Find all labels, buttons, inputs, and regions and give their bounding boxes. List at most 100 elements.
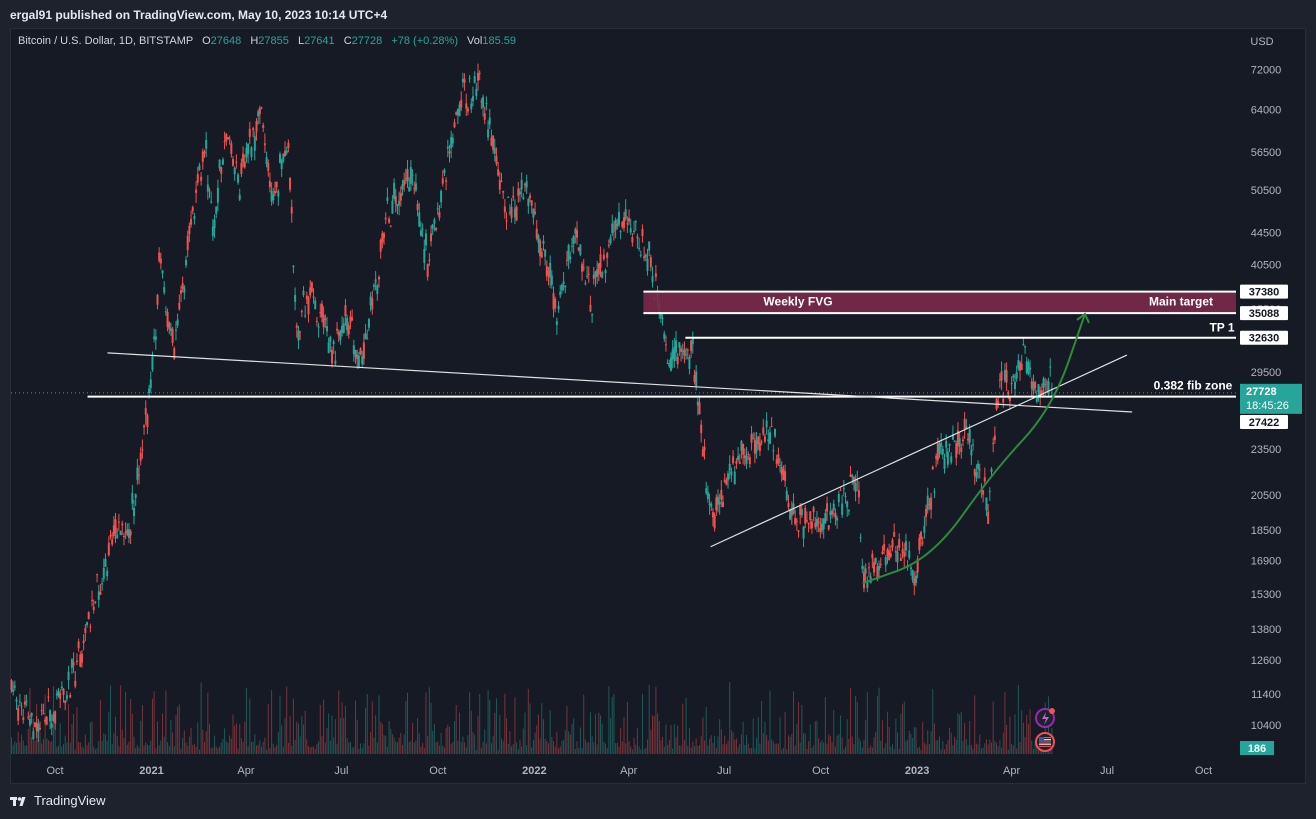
volume-bar bbox=[361, 747, 363, 754]
candle-body bbox=[876, 566, 879, 580]
candle-body bbox=[797, 530, 800, 532]
volume-bar bbox=[202, 729, 204, 754]
candle-body bbox=[289, 178, 292, 190]
volume-bar bbox=[355, 700, 357, 754]
level-badge-32630[interactable]: 32630 bbox=[1240, 330, 1288, 345]
candle-body bbox=[956, 430, 959, 447]
candle-body bbox=[691, 338, 694, 345]
candle-body bbox=[579, 244, 582, 255]
volume-bar bbox=[638, 746, 640, 754]
volume-bar bbox=[962, 740, 964, 754]
volume-bar bbox=[571, 723, 573, 754]
currency-label: USD bbox=[1250, 36, 1273, 48]
volume-bar bbox=[947, 740, 949, 754]
candle-body bbox=[23, 701, 26, 705]
volume-bar bbox=[821, 740, 823, 754]
candle-body bbox=[708, 503, 711, 505]
candle-body bbox=[970, 449, 973, 456]
bullish-curve[interactable] bbox=[862, 313, 1086, 585]
candle-body bbox=[255, 120, 258, 132]
x-axis[interactable]: Oct 2021 Apr Jul Oct 2022 Apr Jul Oct 2023 Apr Jul O… bbox=[46, 765, 1212, 777]
volume-bar bbox=[974, 695, 976, 754]
volume-bar bbox=[782, 748, 784, 754]
candle-body bbox=[146, 415, 149, 428]
candle-body bbox=[748, 457, 751, 465]
volume-bar bbox=[115, 716, 117, 754]
long-trendline[interactable] bbox=[107, 352, 1133, 413]
volume-bar bbox=[710, 735, 712, 754]
candle-body bbox=[525, 181, 528, 188]
candle-body bbox=[614, 219, 617, 231]
candle-body bbox=[646, 258, 649, 272]
volume-bar bbox=[1009, 716, 1011, 754]
candle-body bbox=[760, 441, 763, 443]
volume-bar bbox=[695, 738, 697, 754]
candle-body bbox=[354, 349, 357, 357]
volume-bar bbox=[628, 741, 630, 754]
candle-body bbox=[1047, 381, 1050, 395]
level-badge-37380[interactable]: 37380 bbox=[1240, 284, 1288, 299]
volume-bar bbox=[57, 745, 59, 754]
volume-bar bbox=[120, 685, 122, 754]
volume-bar bbox=[443, 747, 445, 754]
volume-bar bbox=[646, 739, 648, 754]
candle-body bbox=[720, 489, 723, 500]
volume-bar bbox=[900, 713, 902, 754]
weekly-fvg-zone[interactable] bbox=[643, 291, 1236, 314]
candle-body bbox=[675, 340, 678, 353]
candle-body bbox=[208, 190, 211, 192]
volume-bar bbox=[697, 745, 699, 754]
volume-bar bbox=[250, 741, 252, 754]
volume-bar bbox=[980, 748, 982, 754]
candle-body bbox=[520, 179, 523, 190]
candle-body bbox=[45, 716, 48, 725]
volume-bar bbox=[610, 718, 612, 754]
volume-bar bbox=[754, 748, 756, 754]
volume-bar bbox=[168, 745, 170, 754]
candle-body bbox=[169, 328, 172, 331]
volume-bar bbox=[836, 735, 838, 754]
y-axis[interactable]: USD7200064000565005050044500405003550029… bbox=[1250, 36, 1281, 732]
events-icons[interactable] bbox=[1035, 708, 1055, 752]
current-price-badge[interactable]: 27728 18:45:26 bbox=[1240, 383, 1302, 414]
candle-body bbox=[951, 433, 954, 440]
candle-body bbox=[185, 259, 188, 266]
volume-bar bbox=[536, 725, 538, 754]
volume-badge[interactable]: 186 bbox=[1240, 741, 1274, 755]
volume-bar bbox=[123, 738, 125, 754]
candle-body bbox=[936, 443, 939, 461]
candle-body bbox=[347, 325, 350, 335]
level-badge-35088[interactable]: 35088 bbox=[1240, 306, 1288, 321]
candle-body bbox=[987, 511, 990, 524]
candle-body bbox=[953, 440, 956, 442]
volume-bar bbox=[245, 687, 247, 754]
volume-bar bbox=[566, 706, 568, 754]
candle-body bbox=[547, 270, 550, 276]
candle-body bbox=[909, 567, 912, 570]
candle-body bbox=[40, 710, 43, 712]
volume-bar bbox=[985, 739, 987, 754]
candle-body bbox=[396, 204, 399, 207]
candle-body bbox=[186, 235, 189, 251]
tradingview-brand[interactable]: TradingView bbox=[10, 793, 106, 808]
candle-body bbox=[913, 578, 916, 586]
volume-bar bbox=[296, 721, 298, 754]
volume-bar bbox=[897, 732, 899, 754]
volume-bar bbox=[509, 731, 511, 754]
candle-body bbox=[267, 162, 270, 171]
candles bbox=[10, 63, 1053, 743]
candle-body bbox=[287, 142, 290, 149]
candle-body bbox=[594, 271, 597, 278]
volume-bar bbox=[21, 734, 23, 754]
candle-body bbox=[723, 479, 726, 482]
volume-bar bbox=[675, 737, 677, 754]
candle-body bbox=[774, 428, 777, 437]
volume-bar bbox=[73, 713, 75, 754]
volume-bar bbox=[895, 718, 897, 754]
chart-frame[interactable] bbox=[10, 28, 1306, 784]
level-badge-27422[interactable]: 27422 bbox=[1240, 415, 1288, 429]
volume-bar bbox=[96, 748, 98, 754]
volume-bar bbox=[915, 727, 917, 754]
candle-body bbox=[232, 159, 235, 166]
